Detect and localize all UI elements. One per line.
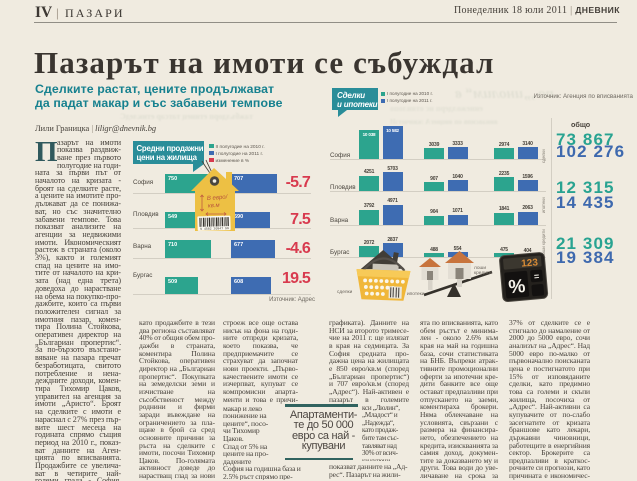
svg-text:%: % — [508, 276, 527, 298]
svg-text:123: 123 — [521, 257, 539, 269]
svg-text:=: = — [534, 271, 540, 281]
svg-text:9 4502 20947 99: 9 4502 20947 99 — [200, 226, 229, 231]
svg-text:кв.м: кв.м — [208, 203, 220, 210]
